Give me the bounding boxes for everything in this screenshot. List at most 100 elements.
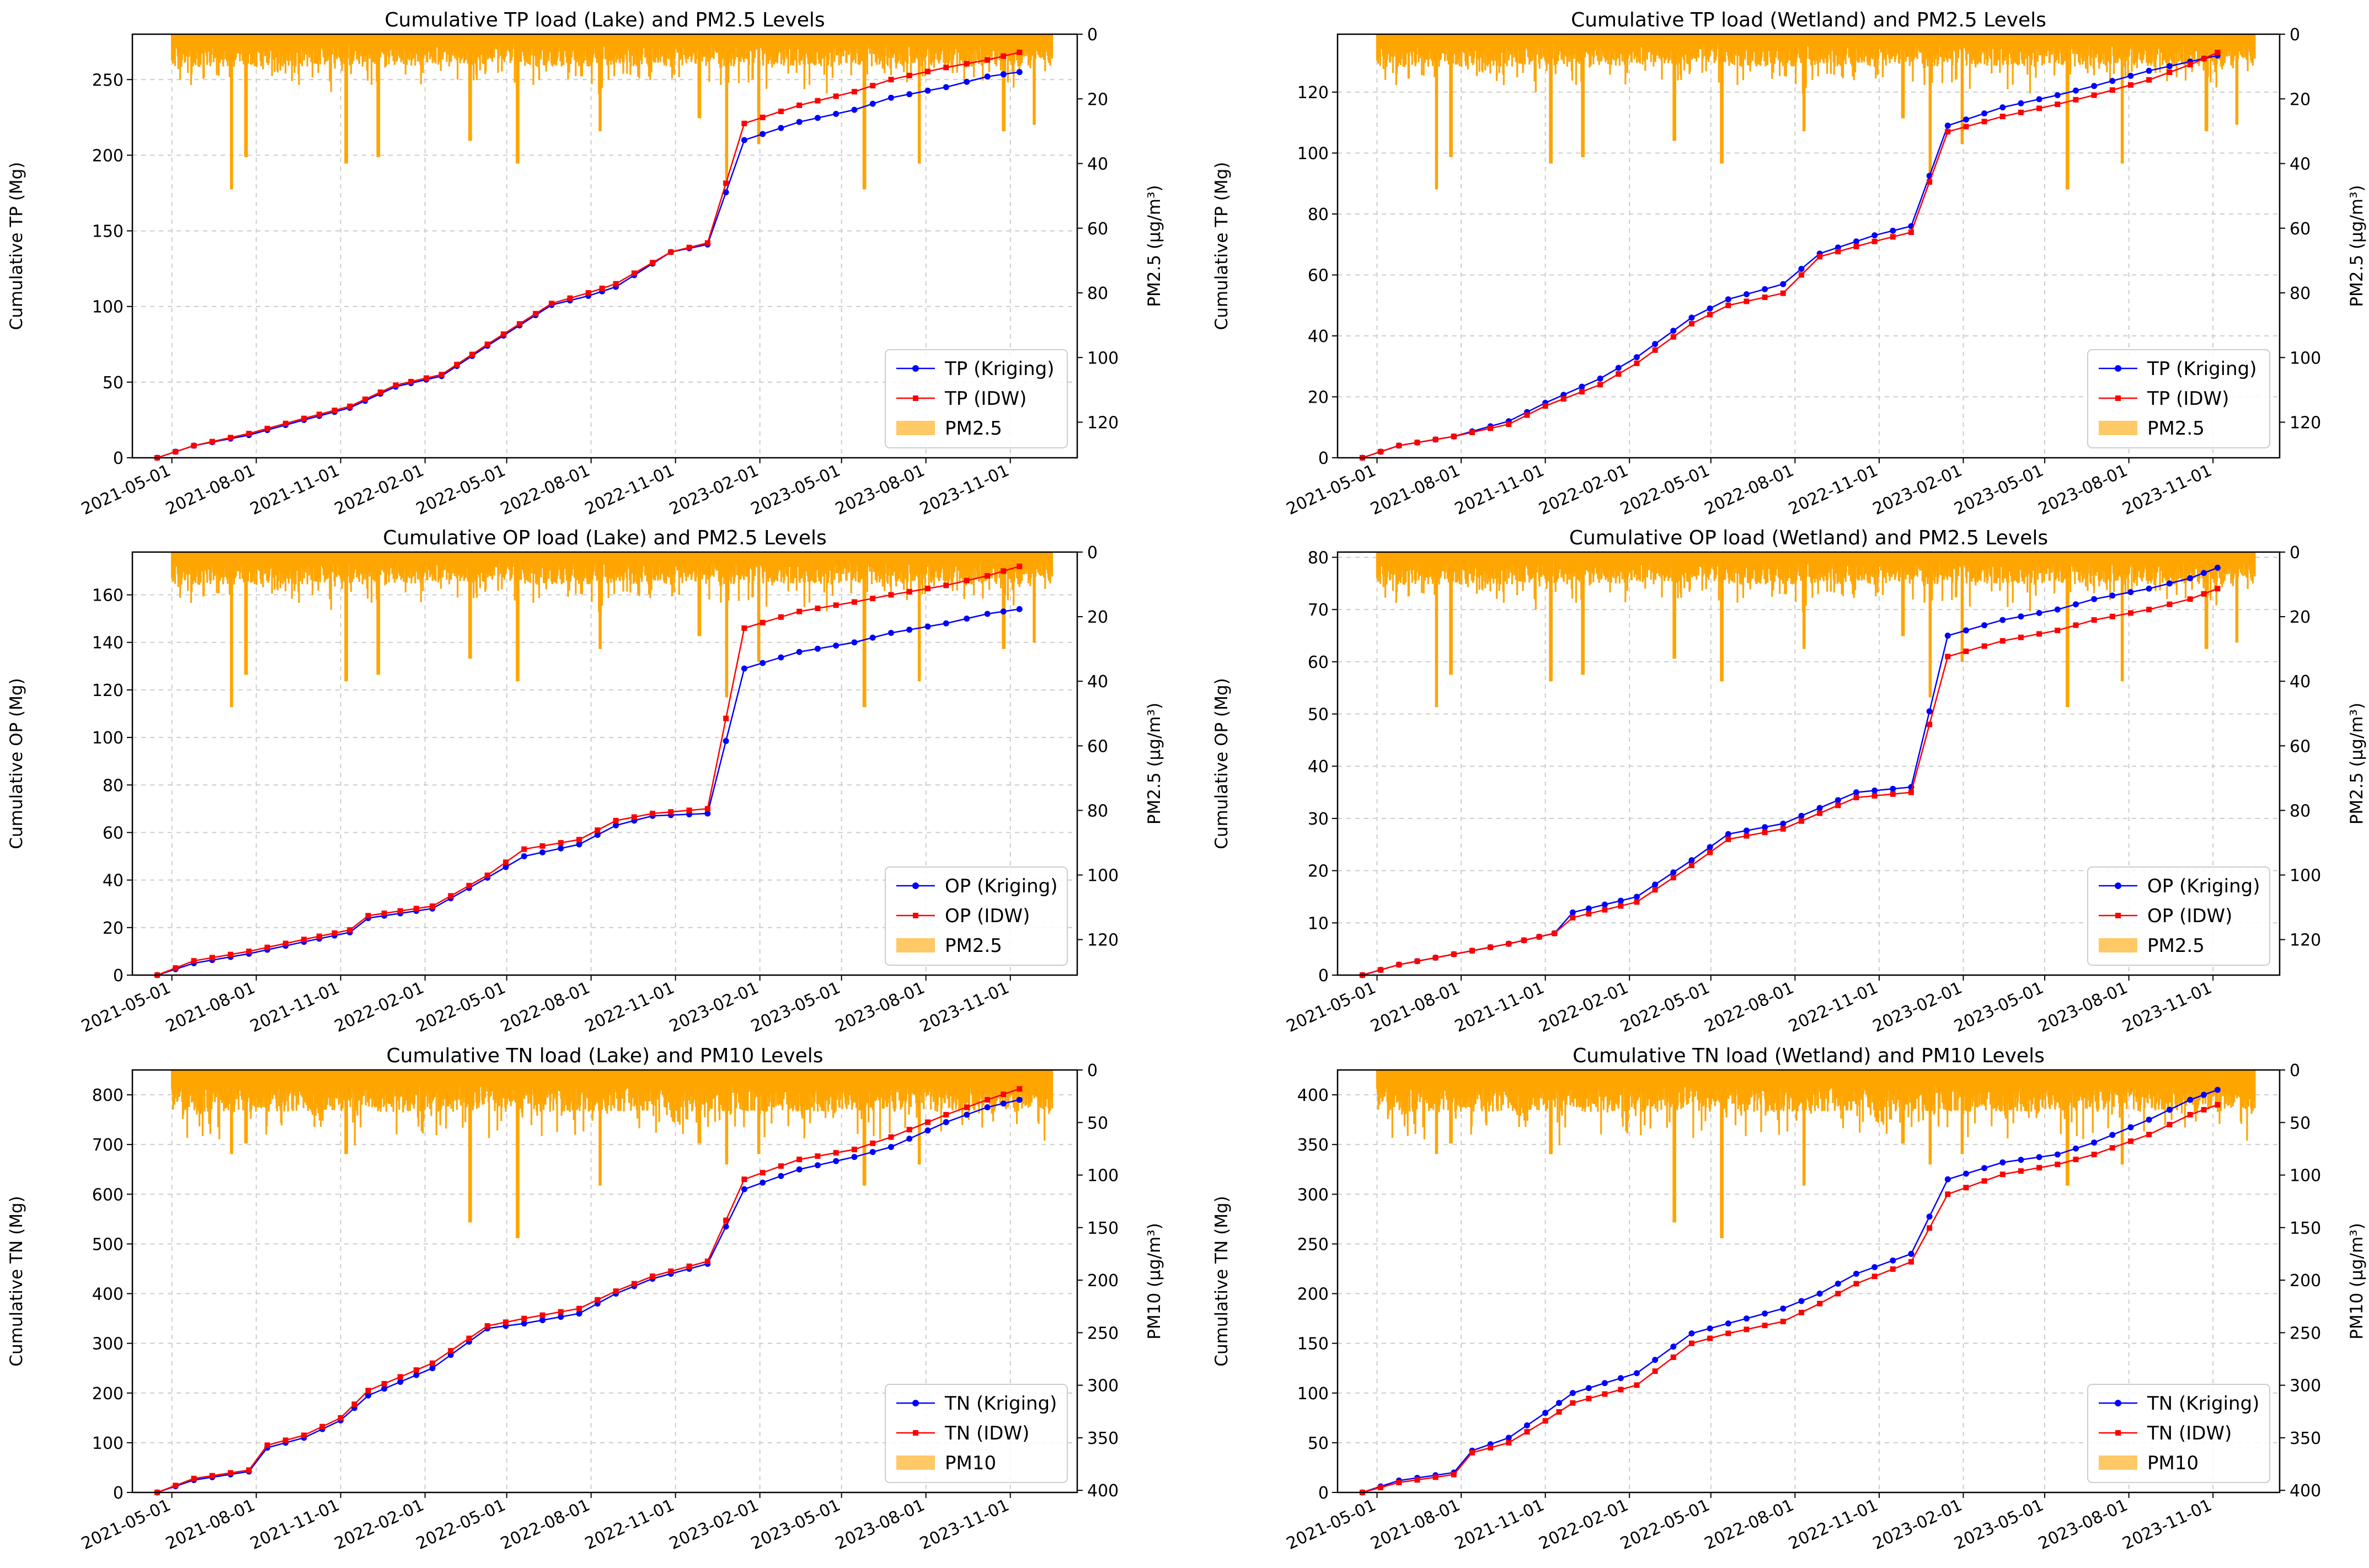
legend-label-kriging: TP (Kriging) <box>2147 358 2257 380</box>
series-idw-point <box>210 955 215 960</box>
series-kriging-point <box>1999 104 2006 110</box>
series-idw-point <box>521 847 527 852</box>
legend-label-pm: PM2.5 <box>945 935 1002 957</box>
y2-tick-label: 80 <box>2290 284 2311 303</box>
series-idw-point <box>2167 69 2172 75</box>
series-idw-point <box>1001 568 1006 574</box>
series-kriging-point <box>1634 354 1640 360</box>
x-tick-label: 2021-08-01 <box>1368 461 1463 519</box>
series-idw-point <box>833 93 839 99</box>
x-tick-label: 2022-02-01 <box>331 978 427 1036</box>
y2-axis-label: PM2.5 (μg/m³) <box>1145 703 1164 825</box>
series-kriging-point <box>723 738 729 744</box>
series-idw-point <box>2128 82 2133 88</box>
legend-label-idw: OP (IDW) <box>945 905 1030 927</box>
series-idw-point <box>414 906 419 911</box>
series-idw-point <box>1744 298 1749 304</box>
legend-pm-swatch <box>896 938 935 952</box>
series-idw-point <box>778 109 784 114</box>
series-idw-point <box>1835 249 1841 254</box>
y-tick-label: 0 <box>113 449 124 468</box>
series-idw-point <box>347 404 352 409</box>
series-kriging-point <box>925 624 931 630</box>
series-kriging-point <box>1725 296 1731 302</box>
series-kriging-point <box>888 95 894 101</box>
series-idw-point <box>1762 295 1768 300</box>
series-idw-point <box>393 382 398 388</box>
y2-tick-label: 120 <box>1087 931 1119 950</box>
series-idw-point <box>485 873 490 878</box>
series-idw-point <box>1653 347 1658 353</box>
chart-title: Cumulative TP load (Wetland) and PM2.5 L… <box>1571 9 2046 31</box>
series-kriging-point <box>2109 78 2115 84</box>
x-tick-label: 2023-05-01 <box>1951 461 2047 519</box>
series-idw-point <box>2036 105 2042 111</box>
y2-tick-label: 20 <box>1087 90 1108 109</box>
series-idw-point <box>191 443 197 448</box>
series-idw-point <box>870 596 875 601</box>
series-idw-point <box>347 927 352 933</box>
series-idw-point <box>613 818 619 823</box>
series-kriging-point <box>1652 341 1658 347</box>
x-tick-label: 2022-05-01 <box>1617 461 1713 519</box>
series-idw-point <box>668 249 673 255</box>
series-kriging-point <box>1579 384 1585 390</box>
series-kriging-point <box>1744 291 1750 297</box>
series-idw-point <box>2018 110 2024 115</box>
series-idw-point <box>1597 382 1603 387</box>
y-tick-label: 200 <box>92 146 124 165</box>
y2-tick-label: 100 <box>2290 349 2321 368</box>
series-idw-point <box>501 331 506 337</box>
series-idw-point <box>558 840 564 845</box>
y-axis-label: Cumulative TP (Mg) <box>7 162 26 330</box>
series-idw-point <box>613 281 619 287</box>
chart-panel-1: 0501001502002500204060801001202021-05-01… <box>7 9 1164 519</box>
series-idw-point <box>815 606 820 611</box>
x-tick-label: 2022-05-01 <box>413 461 509 519</box>
y-tick-label: 100 <box>92 729 124 748</box>
series-idw-point <box>760 115 766 120</box>
x-tick-label: 2022-08-01 <box>498 978 593 1036</box>
y2-tick-label: 40 <box>1087 672 1108 692</box>
series-idw-point <box>741 121 747 126</box>
pm-bars <box>1376 552 2256 707</box>
y-tick-label: 60 <box>1308 266 1329 285</box>
y2-tick-label: 40 <box>1087 155 1108 174</box>
series-kriging-point <box>2036 96 2042 102</box>
x-tick-label: 2022-11-01 <box>1785 461 1881 519</box>
series-idw-point <box>332 930 338 936</box>
y-tick-label: 40 <box>1308 327 1329 346</box>
series-idw-point <box>448 893 453 898</box>
series-kriging-point <box>815 115 821 121</box>
series-idw-point <box>796 609 802 614</box>
x-tick-label: 2023-02-01 <box>1870 461 1965 519</box>
y2-tick-label: 0 <box>2290 25 2300 45</box>
series-kriging-point <box>1798 266 1804 272</box>
series-idw-point <box>191 958 197 964</box>
series-idw-point <box>439 372 445 377</box>
series-idw-point <box>985 57 990 63</box>
series-kriging-point <box>558 845 564 852</box>
series-idw-point <box>2055 101 2060 107</box>
y2-tick-label: 60 <box>1087 220 1108 239</box>
series-kriging-point <box>925 88 931 94</box>
y2-tick-label: 40 <box>2290 155 2311 174</box>
x-tick-label: 2021-08-01 <box>163 978 258 1036</box>
series-idw-point <box>398 908 403 914</box>
legend-label-kriging: TP (Kriging) <box>944 358 1055 380</box>
x-tick-label: 2021-11-01 <box>1452 461 1547 519</box>
series-idw-point <box>595 827 600 833</box>
series-idw-point <box>301 416 307 421</box>
legend: TP (Kriging)TP (IDW)PM2.5 <box>2088 350 2270 448</box>
y-tick-label: 0 <box>1318 449 1329 468</box>
y2-tick-label: 120 <box>1087 414 1119 433</box>
series-idw-point <box>870 83 875 88</box>
series-idw-point <box>332 408 338 413</box>
series-idw-point <box>1579 389 1585 394</box>
series-idw-point <box>1689 321 1694 327</box>
series-kriging-point <box>741 137 747 143</box>
y2-tick-label: 80 <box>1087 284 1108 303</box>
y-tick-label: 0 <box>113 966 124 986</box>
series-kriging-point <box>906 627 912 633</box>
series-idw-point <box>1634 361 1639 366</box>
